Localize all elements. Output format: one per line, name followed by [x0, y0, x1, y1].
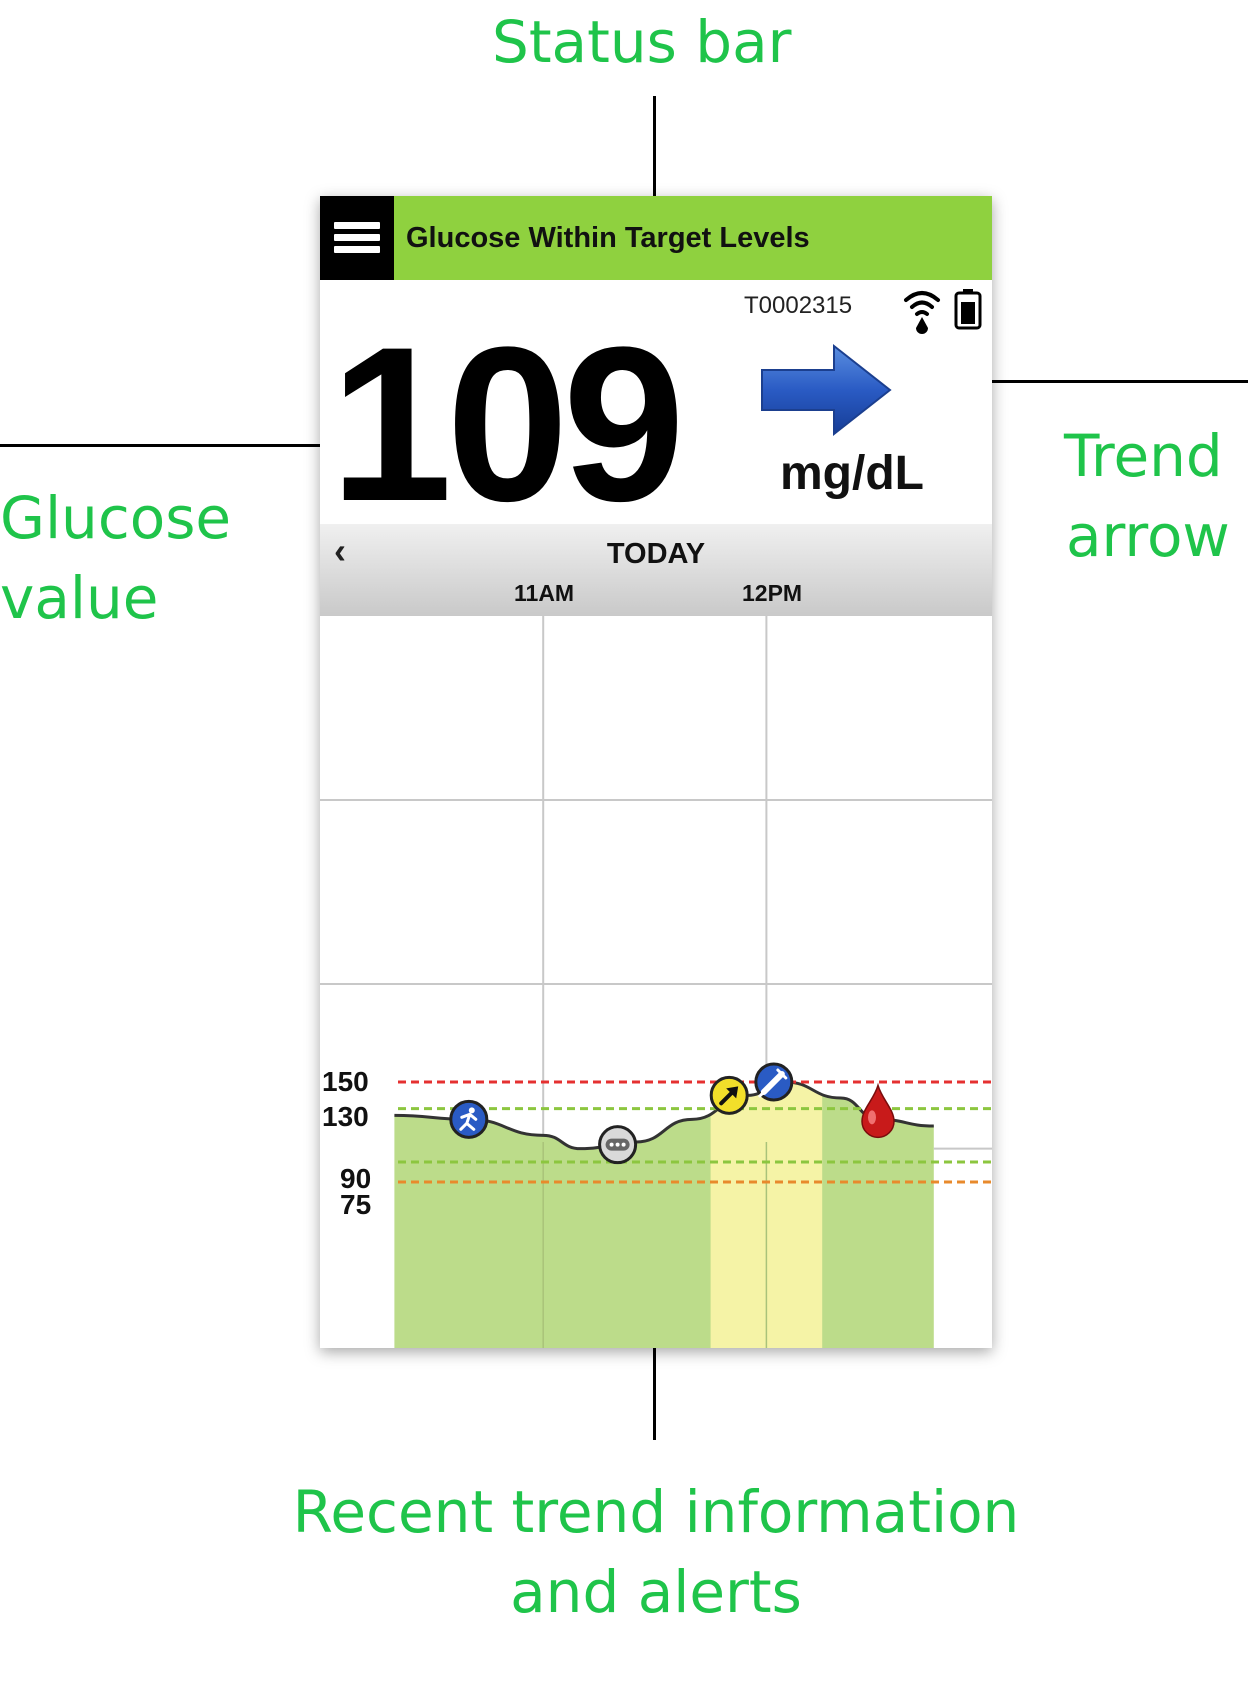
time-label-11am: 11AM: [514, 580, 575, 606]
threshold-label-75: 75: [340, 1189, 371, 1220]
status-message: Glucose Within Target Levels: [406, 222, 810, 254]
phone-screen: Glucose Within Target Levels T0002315 10…: [320, 196, 992, 1348]
signal-icon: [904, 291, 940, 334]
threshold-label-130: 130: [322, 1101, 369, 1132]
time-label-12pm: 12PM: [742, 580, 803, 606]
ellipsis-icon[interactable]: [598, 1125, 638, 1165]
callout-trend-arrow-line1: Trend: [1064, 422, 1223, 490]
glucose-units: mg/dL: [780, 447, 924, 500]
callout-trend-arrow-leader: [924, 380, 1248, 383]
callout-recent-trend-line2: and alerts: [510, 1558, 802, 1626]
callout-glucose-value-leader: [0, 444, 352, 447]
transmitter-id: T0002315: [744, 292, 853, 319]
callout-recent-trend-line1: Recent trend information: [292, 1478, 1020, 1546]
threshold-label-90: 90: [340, 1163, 371, 1194]
trend-arrow-icon: [761, 343, 892, 437]
status-bar[interactable]: Glucose Within Target Levels: [320, 196, 992, 280]
back-chevron-icon[interactable]: ‹: [334, 530, 346, 571]
callout-glucose-value-line2: value: [0, 564, 159, 632]
menu-icon-bar-bottom: [334, 246, 380, 253]
chart-day-header: ‹ TODAY 11AM 12PM: [320, 524, 992, 616]
menu-icon-bar-middle: [334, 234, 380, 241]
battery-icon: [954, 289, 982, 330]
callout-status-bar-leader: [653, 96, 656, 208]
threshold-label-150: 150: [322, 1066, 369, 1097]
callout-trend-arrow-line2: arrow: [1066, 502, 1230, 570]
callout-status-bar: Status bar: [492, 8, 792, 76]
glucose-trend-line: [394, 1080, 934, 1151]
blood-drop-icon[interactable]: [861, 1082, 895, 1139]
callout-glucose-value-line1: Glucose: [0, 484, 232, 552]
day-label: TODAY: [606, 538, 706, 570]
callout-recent-trend-leader: [653, 1272, 656, 1440]
glucose-value: 109: [330, 301, 685, 547]
menu-icon-bar-top: [334, 222, 380, 229]
runner-icon[interactable]: [449, 1099, 489, 1139]
menu-button[interactable]: [320, 196, 394, 280]
syringe-icon[interactable]: [754, 1062, 794, 1102]
rising-arrow-icon[interactable]: [709, 1075, 749, 1115]
